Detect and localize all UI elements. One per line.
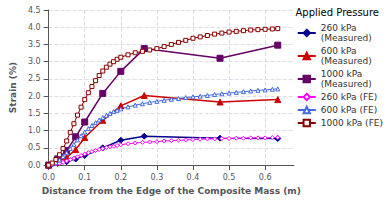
svg-text:0.0: 0.0	[42, 173, 55, 182]
svg-text:1.0: 1.0	[28, 126, 41, 135]
svg-text:260 kPa (FE): 260 kPa (FE)	[321, 92, 378, 102]
svg-text:(Measured): (Measured)	[321, 33, 372, 43]
svg-text:0.1: 0.1	[78, 173, 91, 182]
svg-text:4.5: 4.5	[28, 6, 41, 15]
svg-text:1000 kPa (FE): 1000 kPa (FE)	[321, 118, 383, 128]
svg-text:3.0: 3.0	[28, 57, 41, 66]
svg-text:(Measured): (Measured)	[321, 79, 372, 89]
svg-text:(Measured): (Measured)	[321, 56, 372, 66]
svg-text:Applied Pressure: Applied Pressure	[296, 7, 379, 18]
svg-text:1.5: 1.5	[28, 109, 41, 118]
svg-text:3.5: 3.5	[28, 40, 41, 49]
svg-text:Distance from the Edge of the: Distance from the Edge of the Composite …	[42, 186, 301, 196]
svg-text:0.5: 0.5	[223, 173, 236, 182]
svg-text:2.0: 2.0	[28, 92, 41, 101]
svg-text:0.3: 0.3	[151, 173, 164, 182]
svg-text:600 kPa (FE): 600 kPa (FE)	[321, 105, 378, 115]
svg-text:2.5: 2.5	[28, 74, 41, 83]
svg-text:0.5: 0.5	[28, 143, 41, 152]
svg-text:1000 kPa: 1000 kPa	[321, 69, 363, 79]
svg-text:0.0: 0.0	[28, 161, 41, 170]
svg-text:0.4: 0.4	[187, 173, 200, 182]
svg-text:260 kPa: 260 kPa	[321, 23, 357, 33]
svg-text:600 kPa: 600 kPa	[321, 46, 357, 56]
svg-text:0.2: 0.2	[114, 173, 127, 182]
svg-text:Strain (%): Strain (%)	[8, 62, 18, 113]
svg-text:4.0: 4.0	[28, 23, 41, 32]
svg-text:0.6: 0.6	[259, 173, 272, 182]
